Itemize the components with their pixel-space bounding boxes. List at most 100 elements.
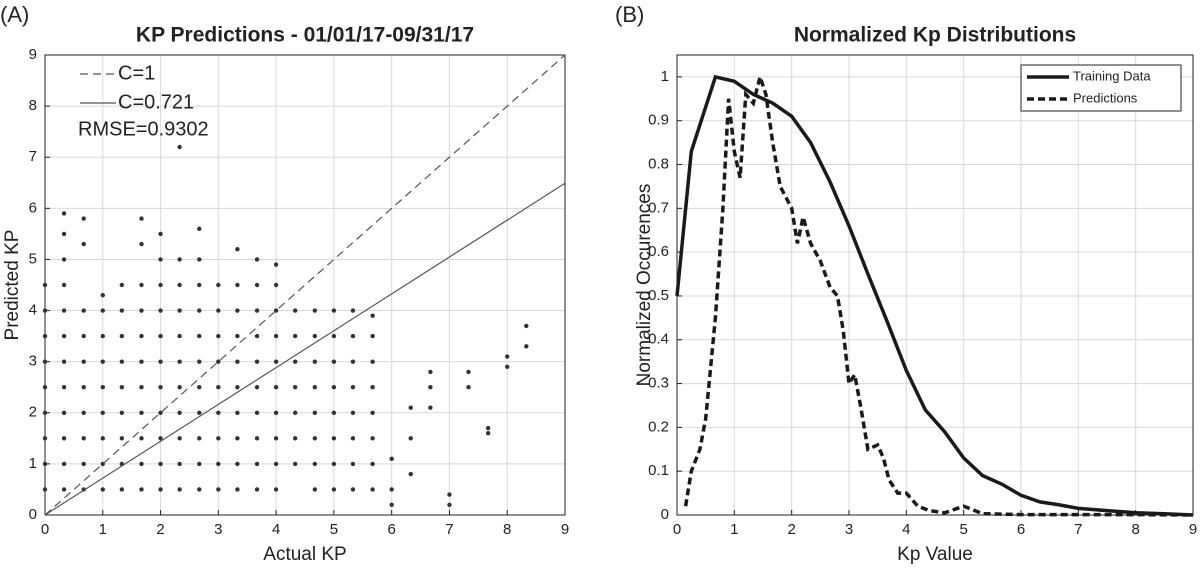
scatter-point [42, 308, 48, 313]
scatter-point [331, 487, 337, 492]
scatter-point [158, 410, 163, 415]
y-tick-label: 0.4 [648, 331, 669, 348]
x-tick-label: 7 [1074, 521, 1082, 538]
series-line [44, 54, 566, 516]
scatter-point [312, 410, 318, 415]
scatter-point [100, 293, 105, 298]
x-tick-label: 3 [214, 521, 222, 538]
y-tick-label: 0 [661, 506, 669, 523]
legend-label: C=0.721 [118, 91, 194, 113]
scatter-point [81, 359, 86, 364]
scatter-point [158, 282, 163, 288]
scatter-point [216, 487, 221, 492]
legend-box [1020, 64, 1182, 112]
scatter-point [408, 405, 413, 410]
scatter-point [139, 308, 144, 313]
scatter-point [158, 308, 163, 313]
scatter-point [197, 282, 202, 288]
scatter-point [81, 436, 86, 441]
scatter-point [61, 385, 67, 390]
scatter-point [370, 385, 375, 390]
scatter-point [331, 308, 337, 313]
scatter-point [177, 487, 182, 492]
scatter-point [408, 471, 413, 477]
scatter-point [505, 364, 510, 369]
scatter-point [119, 487, 125, 492]
scatter-point [254, 308, 260, 313]
scatter-point [119, 359, 125, 364]
y-tick-label: 7 [29, 148, 37, 165]
scatter-point [273, 333, 279, 339]
scatter-point [197, 461, 202, 467]
scatter-point [61, 359, 67, 364]
scatter-point [81, 333, 86, 339]
scatter-point [177, 359, 182, 364]
scatter-point [100, 359, 105, 364]
scatter-point [42, 410, 48, 415]
scatter-point [466, 385, 471, 390]
scatter-point [119, 282, 125, 288]
scatter-point [81, 385, 86, 390]
x-tick-label: 9 [1189, 521, 1197, 538]
scatter-point [273, 359, 279, 364]
x-tick-label: 4 [272, 521, 280, 538]
scatter-point [216, 461, 221, 467]
legend-label: Predictions [1073, 90, 1138, 105]
scatter-point [139, 410, 144, 415]
x-tick-label: 6 [1017, 521, 1025, 538]
y-tick-label: 5 [29, 250, 37, 267]
scatter-point [177, 282, 182, 288]
scatter-point [312, 436, 318, 441]
y-tick-label: 8 [29, 97, 37, 114]
scatter-point [235, 333, 240, 339]
x-tick-label: 6 [387, 521, 395, 538]
series-line [675, 74, 1194, 517]
scatter-point [312, 308, 318, 313]
scatter-point [350, 333, 356, 339]
y-tick-label: 4 [29, 302, 37, 319]
y-tick-label: 2 [29, 404, 37, 421]
scatter-point [485, 431, 491, 436]
scatter-point [216, 333, 221, 339]
scatter-point [177, 410, 182, 415]
x-tick-label: 0 [41, 521, 49, 538]
scatter-point [408, 436, 413, 441]
scatter-point [254, 410, 260, 415]
scatter-point [100, 385, 105, 390]
scatter-point [100, 308, 105, 313]
scatter-point [177, 385, 182, 390]
scatter-point [42, 385, 48, 390]
scatter-point [197, 308, 202, 313]
chart-title: KP Predictions - 01/01/17-09/31/17 [136, 24, 474, 47]
scatter-point [119, 410, 125, 415]
scatter-point [370, 487, 375, 492]
scatter-point [42, 359, 48, 364]
scatter-point [216, 282, 221, 288]
scatter-point [61, 231, 67, 237]
scatter-point [447, 502, 452, 507]
scatter-point [389, 487, 394, 492]
scatter-point [524, 323, 529, 329]
scatter-point [61, 436, 67, 441]
y-tick-label: 0.1 [648, 462, 669, 479]
scatter-point [447, 492, 452, 497]
scatter-point [100, 487, 105, 492]
scatter-point [466, 369, 471, 375]
scatter-point [370, 461, 375, 467]
x-axis-label: Actual KP [263, 544, 346, 565]
scatter-point [119, 385, 125, 390]
scatter-point [197, 436, 202, 441]
scatter-point [350, 385, 356, 390]
scatter-point [273, 385, 279, 390]
y-tick-label: 0 [29, 506, 37, 523]
scatter-point [370, 333, 375, 339]
scatter-point [273, 282, 279, 288]
scatter-point [81, 308, 86, 313]
scatter-point [273, 436, 279, 441]
scatter-point [61, 257, 67, 262]
y-tick-label: 1 [29, 455, 37, 472]
x-tick-label: 9 [561, 521, 569, 538]
y-tick-label: 3 [29, 353, 37, 370]
scatter-point [389, 502, 394, 507]
scatter-point [197, 359, 202, 364]
